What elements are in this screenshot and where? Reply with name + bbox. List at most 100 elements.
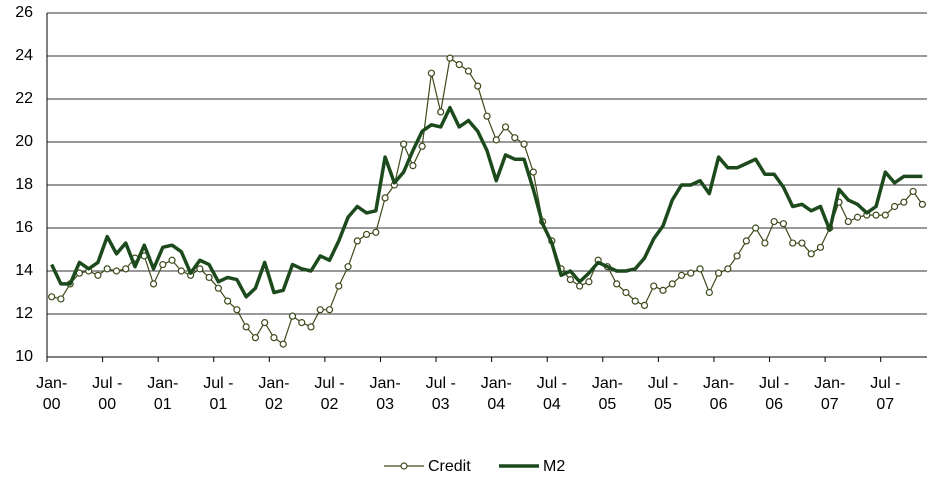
point: [418, 142, 426, 150]
point: [251, 334, 260, 342]
point: [205, 273, 213, 282]
point: [298, 319, 306, 327]
point: [714, 269, 723, 277]
point: [520, 140, 528, 148]
point: [381, 194, 389, 202]
point: [613, 280, 621, 288]
point: [529, 168, 537, 176]
point: [233, 306, 241, 314]
point: [890, 202, 899, 211]
point: [844, 217, 852, 226]
point: [742, 237, 750, 245]
point: [353, 237, 361, 245]
x-tick-label: Jan-07: [814, 375, 845, 413]
y-tick-label: 24: [15, 47, 33, 64]
point: [677, 271, 686, 279]
point: [446, 54, 454, 62]
point: [853, 213, 862, 221]
x-tick-label: Jan-03: [370, 375, 401, 413]
point: [344, 263, 352, 271]
point: [807, 250, 815, 258]
point: [224, 297, 232, 305]
point: [288, 312, 297, 320]
y-tick-label: 16: [15, 219, 33, 236]
point: [789, 239, 797, 247]
point: [724, 265, 732, 273]
point: [177, 267, 185, 275]
point: [325, 306, 334, 314]
point: [668, 280, 676, 288]
x-tick-label: Jul -07: [870, 375, 900, 413]
point: [214, 284, 222, 292]
point: [149, 280, 158, 288]
point: [483, 112, 491, 120]
point: [576, 282, 584, 290]
point: [335, 282, 343, 290]
point: [103, 265, 111, 273]
point: [122, 265, 130, 273]
point: [566, 276, 574, 284]
y-tick-label: 26: [15, 4, 33, 21]
x-tick-label: Jan-05: [592, 375, 623, 413]
y-tick-label: 18: [15, 176, 33, 193]
x-tick-label: Jul -05: [648, 375, 678, 413]
x-tick-label: Jul -02: [314, 375, 344, 413]
point: [57, 295, 65, 303]
x-tick-label: Jul -06: [759, 375, 789, 413]
point: [650, 282, 658, 290]
y-tick-label: 10: [15, 348, 33, 365]
point: [881, 211, 889, 219]
point: [640, 301, 649, 309]
point: [816, 243, 825, 251]
point: [316, 306, 324, 314]
point: [659, 286, 667, 294]
legend-marker: [400, 462, 408, 470]
x-tick-label: Jan-06: [703, 375, 734, 413]
point: [437, 108, 445, 116]
point: [474, 82, 482, 90]
x-tick-label: Jan-01: [147, 375, 178, 413]
point: [362, 230, 371, 239]
point: [464, 67, 473, 75]
point: [242, 323, 250, 331]
point: [159, 260, 167, 269]
point: [511, 134, 519, 142]
point: [752, 224, 760, 232]
point: [798, 239, 806, 247]
point: [400, 140, 408, 148]
point: [622, 288, 630, 297]
point: [696, 265, 704, 273]
point: [196, 265, 204, 273]
point: [270, 334, 278, 342]
legend-label: Credit: [428, 458, 471, 475]
y-tick-label: 12: [15, 305, 33, 322]
legend-label: M2: [543, 458, 565, 475]
x-tick-label: Jan-04: [481, 375, 512, 413]
x-tick-label: Jul -00: [92, 375, 122, 413]
point: [687, 269, 695, 277]
point: [372, 228, 380, 236]
point: [427, 69, 436, 77]
point: [779, 220, 788, 228]
point: [409, 162, 417, 170]
y-tick-label: 14: [15, 262, 33, 279]
point: [909, 187, 917, 196]
x-tick-label: Jul -01: [203, 375, 233, 413]
point: [261, 319, 269, 327]
y-tick-label: 20: [15, 133, 33, 150]
point: [112, 267, 121, 275]
point: [48, 293, 56, 301]
x-tick-label: Jul -04: [537, 375, 567, 413]
x-tick-label: Jan-00: [36, 375, 67, 413]
point: [900, 198, 908, 206]
point: [918, 200, 926, 208]
point: [279, 340, 287, 348]
point: [770, 217, 778, 226]
x-tick-label: Jan-02: [258, 375, 289, 413]
point: [168, 256, 176, 264]
point: [492, 136, 500, 144]
series-line: [50, 105, 923, 299]
y-tick-label: 22: [15, 90, 33, 107]
point: [585, 278, 593, 286]
